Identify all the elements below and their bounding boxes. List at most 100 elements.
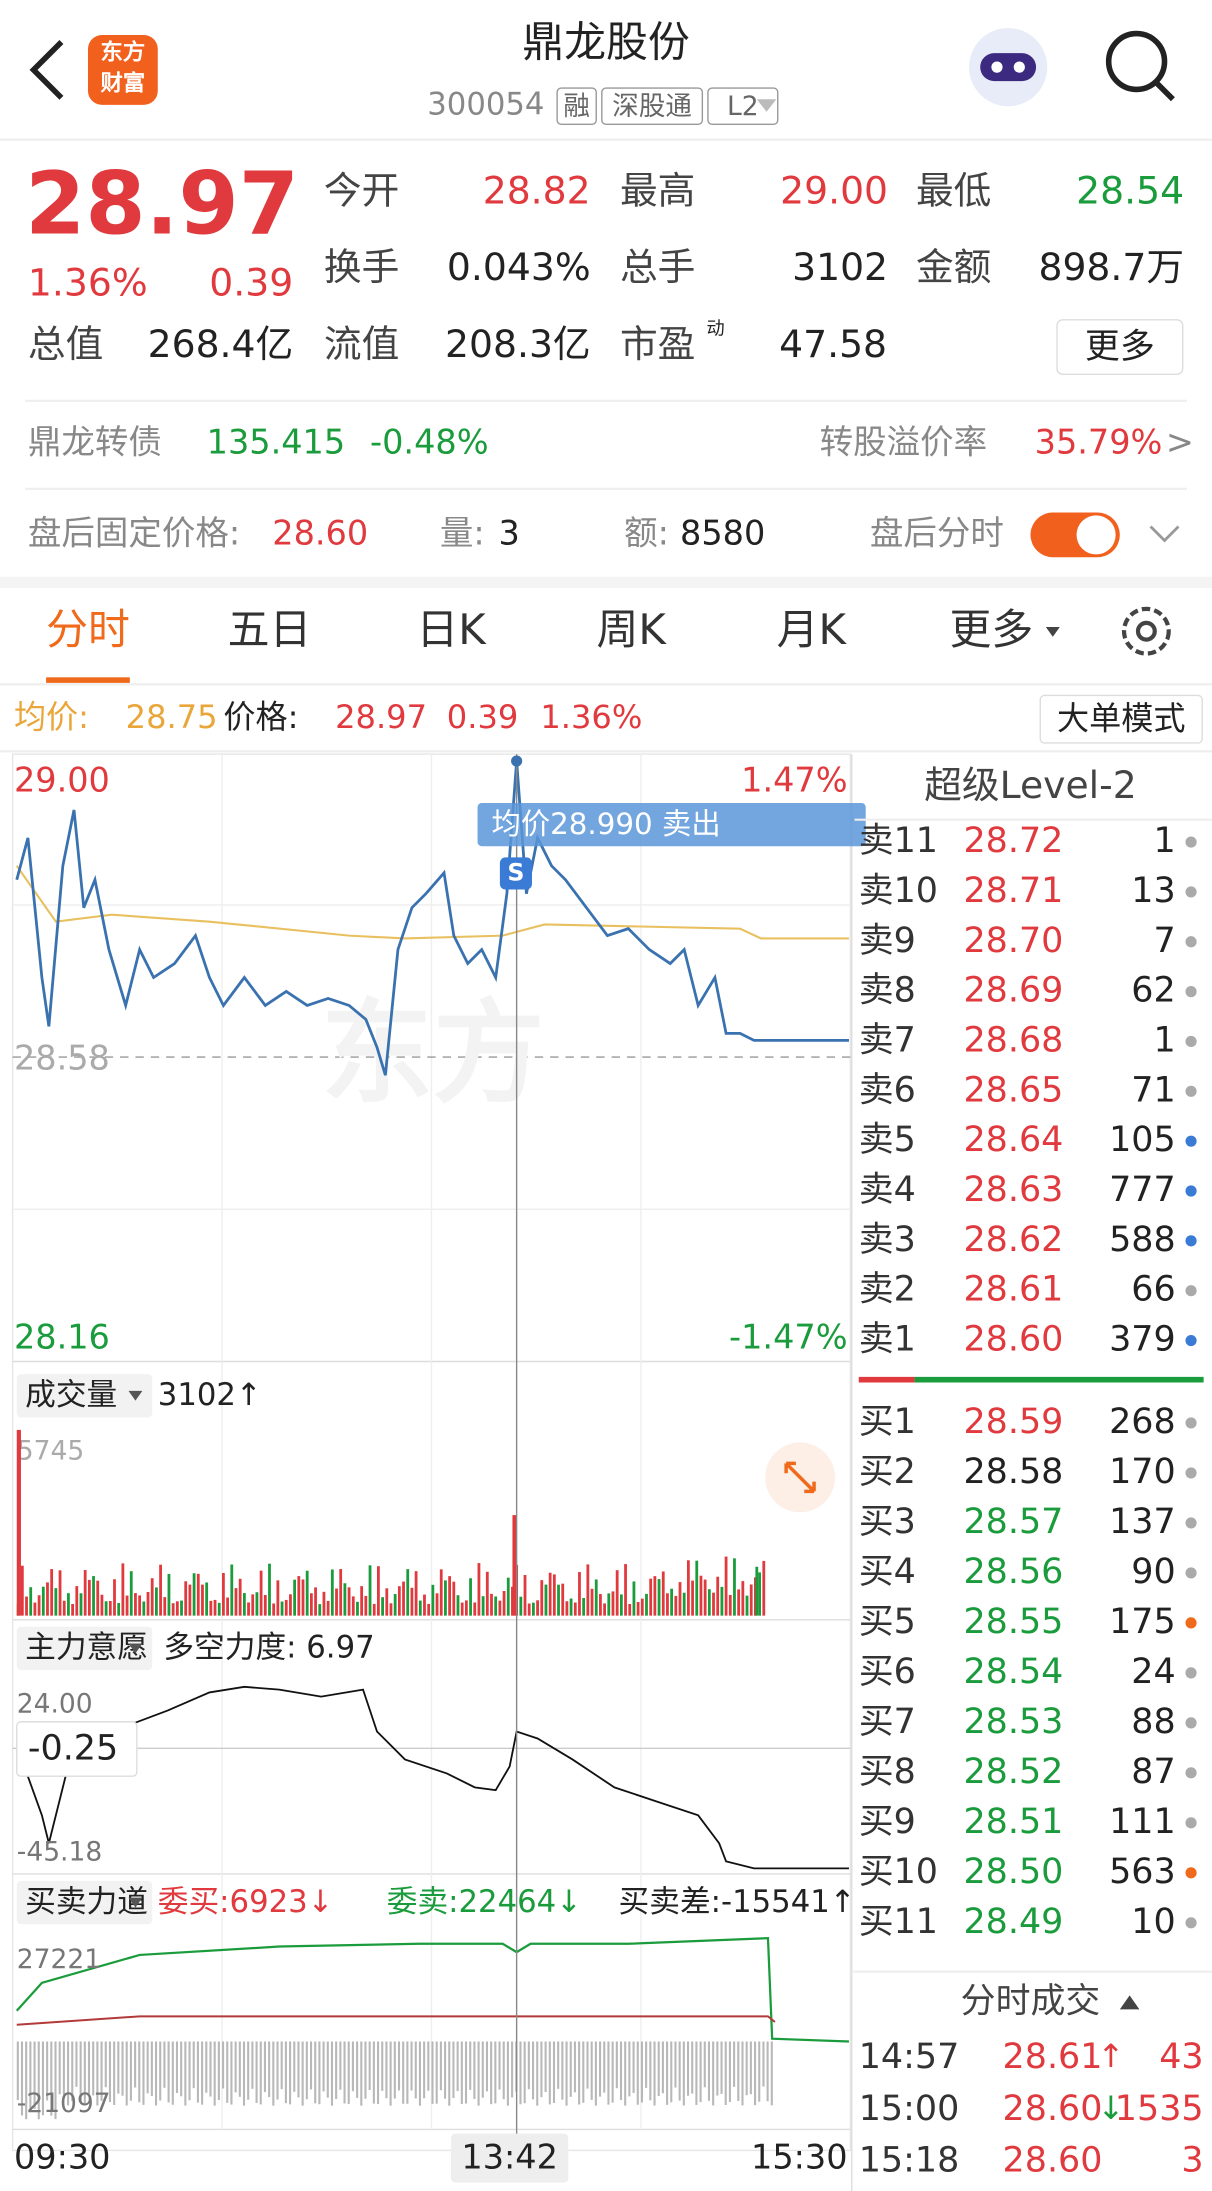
power-bar-decor <box>196 2041 199 2103</box>
trade-marker[interactable] <box>499 857 532 890</box>
bond-name[interactable]: 鼎龙转债 <box>28 423 162 462</box>
power-bar-decor <box>762 2041 765 2087</box>
book-volume: 105 <box>1109 1120 1176 1160</box>
field-label: 总值 <box>28 322 103 366</box>
search-button[interactable] <box>1105 30 1175 102</box>
tab[interactable]: 分时 <box>46 605 130 654</box>
tooltip-text: 均价28.990 卖出 <box>492 807 721 841</box>
volume-bar-decor <box>154 1587 158 1616</box>
tabs: 分时 五日 日K 周K 月K 更多 <box>46 605 1033 683</box>
tab[interactable]: 日K <box>416 605 487 654</box>
toggle-label: 盘后分时 <box>870 513 1004 552</box>
book-volume: 66 <box>1131 1270 1175 1310</box>
back-button[interactable] <box>29 40 64 100</box>
volume-bar-decor <box>619 1594 623 1616</box>
change-pct: 1.36% <box>28 260 148 304</box>
tab[interactable]: 更多 <box>950 605 1034 654</box>
book-label: 买3 <box>859 1502 916 1542</box>
power-bar-decor <box>305 2041 308 2100</box>
indicator-select[interactable] <box>16 1626 153 1671</box>
volume-bar-decor <box>590 1588 594 1616</box>
power-bar-decor <box>540 2041 543 2098</box>
trade-direction: ↑ <box>1098 2037 1125 2075</box>
collapse-icon[interactable] <box>1119 1995 1140 2010</box>
power-bar-decor <box>222 2041 225 2089</box>
power-bar-decor <box>636 2041 639 2105</box>
volume-bar-decor <box>531 1602 535 1616</box>
indicator-label[interactable]: 成交量 <box>25 1377 117 1413</box>
premium: 35.79% <box>1035 423 1163 462</box>
power-bar-decor <box>209 2041 212 2097</box>
power-bar-decor <box>20 2041 24 2116</box>
power-bar-decor <box>188 2041 191 2101</box>
x-cursor: 13:42 <box>461 2137 558 2176</box>
book-label: 买1 <box>859 1402 916 1442</box>
volume-bar-decor <box>695 1560 699 1616</box>
book-dot <box>1185 1667 1197 1679</box>
mode-label[interactable]: 大单模式 <box>1057 700 1185 738</box>
gap <box>0 576 1212 588</box>
volume-bar-decor <box>490 1593 493 1616</box>
volume-bar-decor <box>213 1599 217 1616</box>
dropdown-icon[interactable] <box>1045 627 1060 637</box>
book-label: 卖5 <box>859 1120 916 1160</box>
more-label[interactable]: 更多 <box>1085 327 1155 367</box>
power-bar-decor <box>259 2041 262 2105</box>
book-label: 买6 <box>859 1652 916 1692</box>
book-label: 买4 <box>859 1552 916 1592</box>
field-value: 0.043% <box>447 245 591 289</box>
fullscreen-button[interactable] <box>765 1442 835 1513</box>
indicator-label[interactable]: 买卖力道 <box>25 1884 148 1920</box>
power-bar-decor <box>578 2041 581 2105</box>
power-bar-decor <box>527 2041 530 2090</box>
premium-arrow[interactable]: > <box>1166 423 1194 462</box>
volume-bar-decor <box>389 1603 393 1616</box>
robot-icon[interactable] <box>969 28 1048 107</box>
indicator-select[interactable] <box>16 1374 153 1418</box>
tag-box <box>601 87 704 126</box>
volume-bar-decor <box>322 1591 326 1616</box>
volume-bar-decor <box>196 1573 200 1616</box>
tab-indicator <box>46 677 130 683</box>
book-dot <box>1185 1567 1197 1579</box>
power-bar-decor <box>46 2041 49 2101</box>
power-bar-decor <box>138 2041 141 2103</box>
last-price: 28.97 <box>25 154 299 254</box>
power-bar-decor <box>41 2041 44 2116</box>
volume-bar-decor <box>33 1602 37 1616</box>
mode-button[interactable] <box>1039 694 1203 744</box>
trades-title[interactable]: 分时成交 <box>961 1981 1101 2021</box>
volume-bar-decor <box>485 1571 489 1616</box>
indicator-select[interactable] <box>16 1880 153 1925</box>
power-bar-decor <box>531 2041 535 2100</box>
more-button[interactable] <box>1056 319 1184 376</box>
tab[interactable]: 月K <box>777 605 848 654</box>
volume-bar-decor <box>565 1601 569 1616</box>
book-price: 28.64 <box>963 1120 1063 1160</box>
settings-button[interactable] <box>1121 606 1171 656</box>
power-bar-decor <box>309 2041 313 2090</box>
volume-bar-decor <box>431 1584 435 1616</box>
volume-bar-decor <box>414 1571 418 1616</box>
indicator-label[interactable]: 主力意愿 <box>25 1630 148 1666</box>
volume-bar-decor <box>297 1576 301 1616</box>
dropdown-icon[interactable] <box>756 99 777 112</box>
trade-marker-label: S <box>507 859 524 887</box>
volume-bar-decor <box>339 1569 343 1616</box>
volume-bar-decor <box>347 1587 351 1616</box>
power-bar-decor <box>87 2041 91 2094</box>
tab[interactable]: 周K <box>596 605 667 654</box>
volume-bar-decor <box>506 1577 510 1616</box>
trade-time: 15:00 <box>859 2089 960 2129</box>
cursor-label-box <box>16 1721 138 1777</box>
expand-icon[interactable] <box>1149 525 1180 543</box>
power-bar-decor <box>247 2041 250 2100</box>
power-bar-decor <box>561 2041 564 2100</box>
power-bar-decor <box>125 2041 128 2106</box>
tab[interactable]: 五日 <box>228 605 312 654</box>
logo-text: 东方 <box>101 39 146 66</box>
volume-bar-decor <box>628 1603 632 1616</box>
power-bar-decor <box>628 2041 631 2097</box>
volume-bar-decor <box>477 1563 481 1616</box>
